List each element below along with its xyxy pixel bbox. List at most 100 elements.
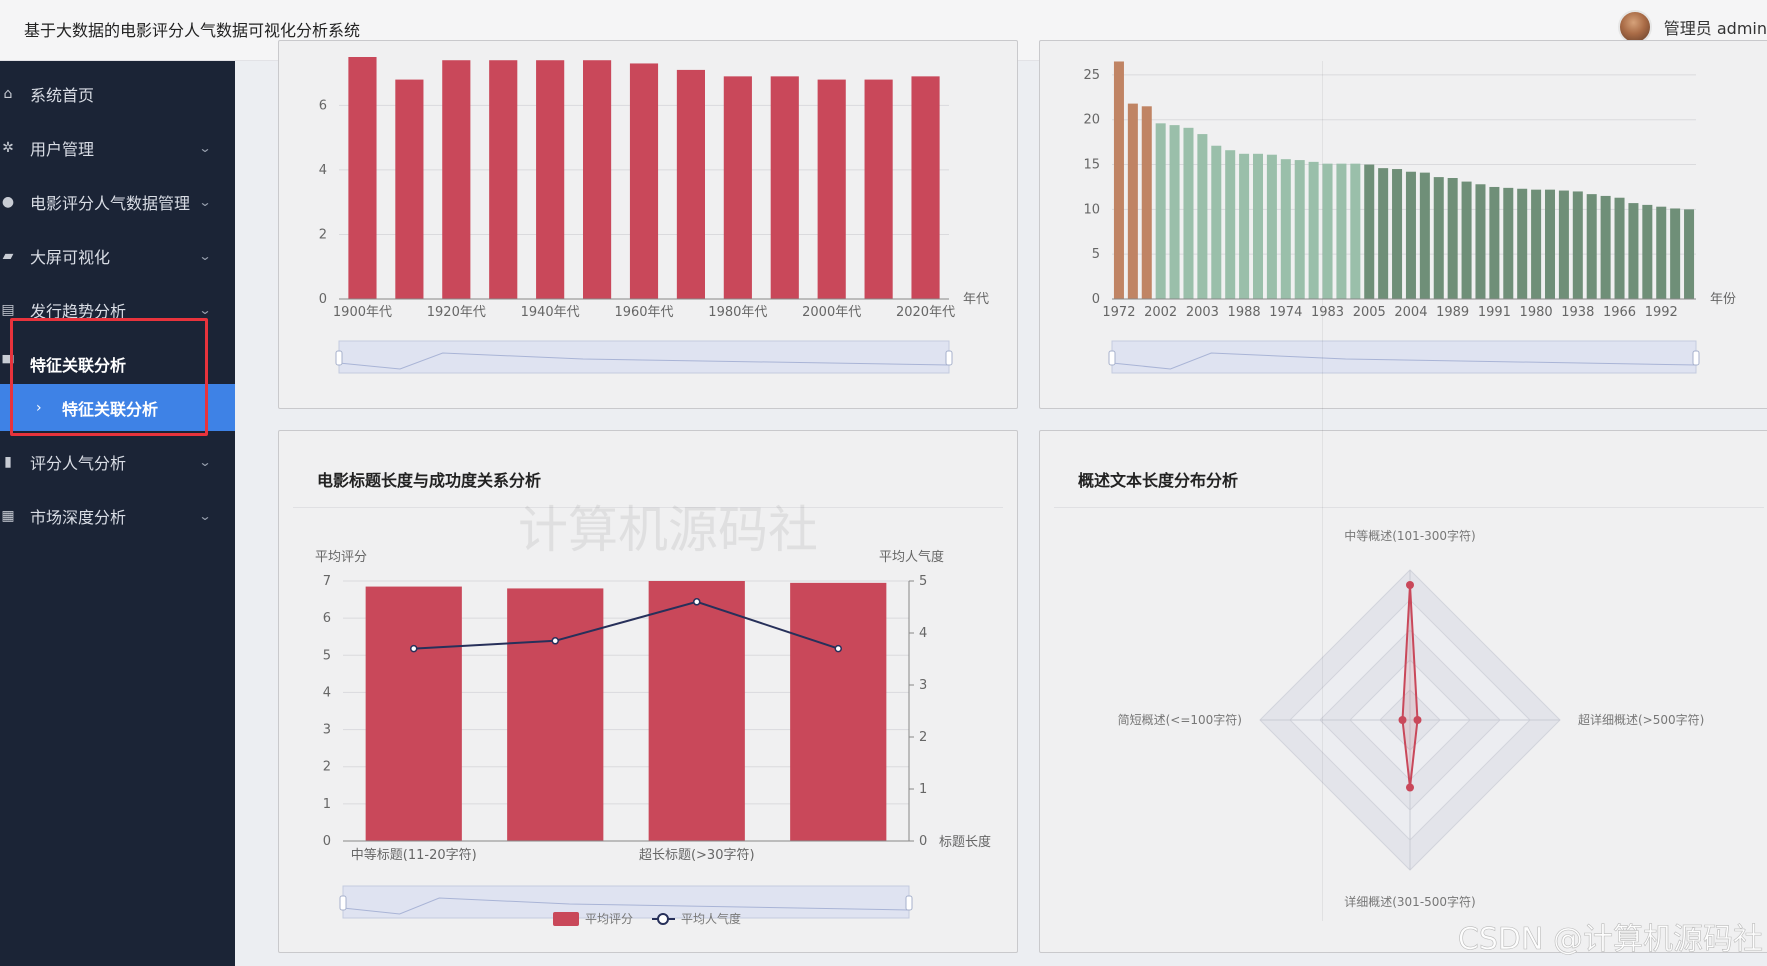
y-tick-label: 0	[319, 292, 327, 307]
y-tick-label: 10	[1083, 202, 1100, 217]
y-tick-label: 4	[319, 163, 327, 178]
y-tick-label: 5	[1092, 247, 1100, 262]
radar-indicator-label: 详细概述(301-500字符)	[1344, 894, 1476, 909]
grid-icon: ▦	[1, 508, 15, 524]
datazoom-handle-right	[905, 895, 913, 911]
legend-swatch-point	[657, 913, 669, 925]
y-tick-label: 0	[323, 834, 331, 849]
y-axis-title: 平均评分	[315, 550, 367, 565]
x-tick-label: 1983	[1311, 305, 1344, 320]
legend-label: 平均评分	[585, 912, 633, 926]
watermark-text: 计算机源码社	[518, 501, 818, 559]
bar-chart-icon: ▮	[4, 454, 12, 470]
x-axis-label: 标题长度	[939, 834, 991, 850]
chevron-down-icon: ⌄	[198, 249, 212, 263]
bar	[1419, 172, 1430, 299]
datazoom-handle-left	[339, 895, 347, 911]
home-icon: ⌂	[3, 86, 13, 102]
y-right-axis-title: 平均人气度	[879, 549, 944, 565]
bar	[1336, 163, 1347, 299]
sidebar-item-user-management[interactable]: ✲ 用户管理 ⌄	[0, 121, 235, 175]
bar	[1684, 209, 1695, 299]
bar	[1614, 197, 1625, 299]
panel-title: 概述文本长度分布分析	[1078, 471, 1239, 490]
line-point	[693, 598, 701, 606]
y-right-tick-label: 0	[919, 834, 927, 849]
x-tick-label: 1988	[1228, 305, 1261, 320]
sidebar-item-label: 用户管理	[30, 140, 95, 159]
bar	[1197, 134, 1208, 299]
sidebar-item-rating-popularity[interactable]: ▮ 评分人气分析 ⌄	[0, 435, 235, 489]
x-tick-label: 2003	[1186, 305, 1219, 320]
x-tick-label: 中等标题(11-20字符)	[351, 847, 477, 863]
bar	[1141, 106, 1152, 299]
user-icon: ●	[1, 194, 15, 210]
bar	[489, 60, 518, 299]
user-name[interactable]: 管理员 admin	[1663, 19, 1767, 38]
bar	[1405, 171, 1416, 299]
bar	[1433, 177, 1444, 299]
x-axis-label: 年代	[963, 292, 989, 307]
bar	[817, 79, 846, 299]
y-right-tick-label: 3	[919, 678, 927, 693]
datazoom-handle-left	[335, 350, 343, 366]
bar	[1517, 188, 1528, 299]
chevron-down-icon: ⌄	[198, 141, 212, 155]
user-menu[interactable]: 管理员 admin	[1617, 10, 1767, 44]
panel-divider	[1054, 507, 1764, 508]
sidebar-item-market-depth[interactable]: ▦ 市场深度分析 ⌄	[0, 489, 235, 543]
sidebar-item-bigscreen[interactable]: ▰ 大屏可视化 ⌄	[0, 229, 235, 283]
bar	[723, 76, 752, 299]
chart-panel-title-length: 电影标题长度与成功度关系分析 0 1 2 3 4 5 6 7 0 1 2 3 4 5 平均评分 平均人气度 中等…	[278, 430, 1018, 953]
chevron-down-icon: ⌄	[198, 195, 212, 209]
bar	[1475, 184, 1486, 299]
bar	[1322, 163, 1333, 299]
bar	[1586, 194, 1597, 299]
y-tick-label: 3	[323, 723, 331, 738]
y-right-tick-label: 2	[919, 730, 927, 745]
annotation-highlight-box	[10, 318, 208, 436]
y-right-tick-label: 4	[919, 626, 927, 641]
x-tick-label: 2000年代	[802, 305, 861, 320]
x-tick-label: 1972	[1102, 305, 1135, 320]
avatar[interactable]	[1617, 10, 1652, 44]
datazoom-slider	[1111, 340, 1697, 374]
y-tick-label: 6	[323, 611, 331, 626]
x-tick-label: 1900年代	[333, 305, 392, 320]
bar	[1600, 195, 1611, 299]
sidebar-item-home[interactable]: ⌂ 系统首页	[0, 67, 235, 121]
overview-radar-chart: 中等概述(101-300字符) 超详细概述(>500字符) 详细概述(301-500…	[1118, 528, 1705, 909]
bar	[1155, 123, 1166, 299]
bar	[1489, 186, 1500, 299]
chart-panel-overview-length: 概述文本长度分布分析 中等概述(101-300字符) 超详细概述(>500字符) 详…	[1039, 430, 1767, 953]
sidebar-item-movie-data[interactable]: ● 电影评分人气数据管理 ⌄	[0, 175, 235, 229]
bar	[648, 581, 745, 841]
sidebar-item-release-trend[interactable]: ▤ 发行趋势分析 ⌄	[0, 283, 235, 337]
x-tick-label: 1980年代	[708, 305, 767, 320]
bar	[770, 76, 799, 299]
sidebar-item-feature-correlation[interactable]: ▀ 特征关联分析	[0, 337, 235, 391]
datazoom-handle-right	[945, 350, 953, 366]
gear-icon: ✲	[2, 140, 14, 156]
bar	[1169, 125, 1180, 299]
bar	[1392, 169, 1403, 299]
x-axis-label: 年份	[1710, 292, 1736, 307]
calendar-icon: ▤	[1, 302, 15, 318]
x-tick-label: 1960年代	[614, 305, 673, 320]
datazoom-handle-left	[1108, 350, 1116, 366]
bar	[629, 63, 659, 299]
bar	[1670, 208, 1681, 299]
radar-point	[1406, 581, 1414, 589]
datazoom-preview-line	[338, 352, 950, 370]
bar	[1280, 159, 1291, 299]
sidebar-subitem-feature-correlation[interactable]: › 特征关联分析	[0, 384, 235, 431]
bar	[1378, 168, 1389, 299]
bar	[1544, 189, 1556, 299]
chevron-down-icon: ⌄	[198, 303, 212, 317]
bar	[676, 69, 705, 299]
bar	[1628, 203, 1639, 299]
sidebar-subitem-label: 特征关联分析	[62, 399, 159, 419]
line-point	[551, 637, 559, 645]
csdn-watermark: CSDN @计算机源码社	[1457, 922, 1764, 958]
